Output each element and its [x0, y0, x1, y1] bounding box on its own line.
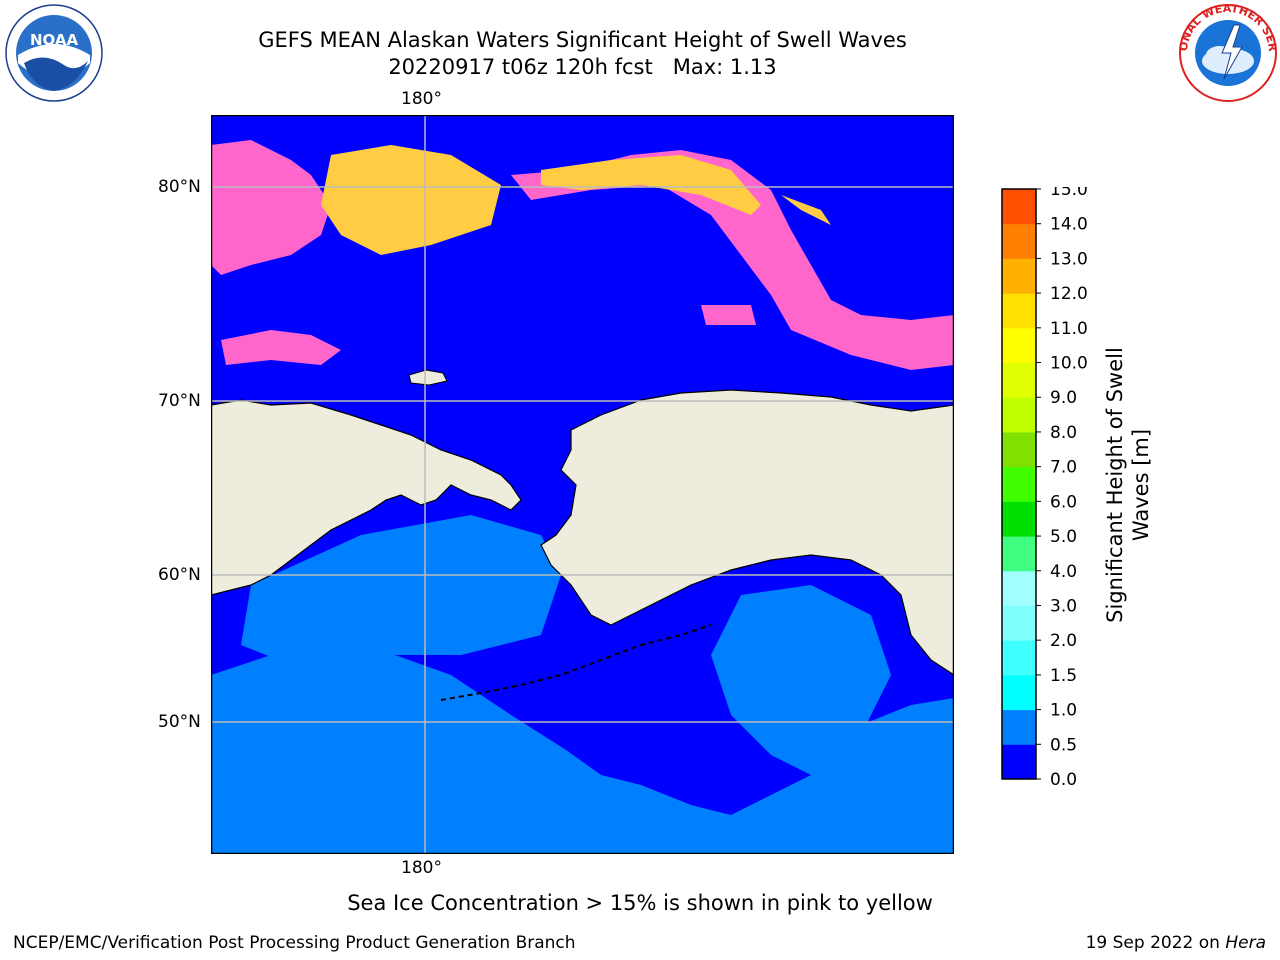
colorbar-title: Significant Height of Swell Waves [m]: [1103, 347, 1153, 623]
colorbar-segment: [1002, 431, 1036, 468]
colorbar-tick-label: 0.0: [1050, 770, 1077, 787]
lat-label-60: 60°N: [158, 565, 201, 585]
lat-label-50: 50°N: [158, 712, 201, 732]
land-alaska: [540, 389, 954, 676]
chart-subtitle: 20220917 t06z 120h fcst Max: 1.13: [388, 55, 777, 79]
colorbar-segment: [1002, 605, 1036, 641]
colorbar-tick-label: 15.0: [1050, 187, 1088, 200]
lat-label-70: 70°N: [158, 391, 201, 411]
colorbar-segment: [1002, 327, 1036, 364]
sea-ice-note: Sea Ice Concentration > 15% is shown in …: [347, 891, 933, 915]
lat-label-80: 80°N: [158, 177, 201, 197]
graticule: [211, 115, 954, 854]
colorbar-segment: [1002, 362, 1036, 398]
colorbar-segment: [1002, 466, 1036, 502]
colorbar-segment: [1002, 640, 1036, 676]
colorbar-tick-label: 10.0: [1050, 354, 1088, 374]
colorbar-frame: [1001, 188, 1037, 780]
colorbar-segment: [1002, 223, 1036, 259]
colorbar-tick-label: 1.5: [1050, 666, 1077, 686]
colorbar-segment: [1002, 674, 1036, 711]
colorbar-tick-label: 5.0: [1050, 527, 1077, 547]
colorbar-segment: [1002, 570, 1036, 606]
aleutian-islands: [440, 624, 712, 701]
colorbar-tick-label: 11.0: [1050, 319, 1088, 339]
colorbar-tick-label: 13.0: [1050, 249, 1088, 269]
colorbar-segment: [1002, 709, 1036, 745]
sea-ice-west: [211, 140, 331, 275]
colorbar-segment: [1002, 397, 1036, 433]
colorbar-segment: [1002, 258, 1036, 294]
colorbar-segment: [1002, 501, 1036, 537]
colorbar-segment: [1002, 744, 1036, 780]
footer-machine: Hera: [1225, 933, 1266, 953]
colorbar-tick-label: 2.0: [1050, 631, 1077, 651]
svg-text:NOAA: NOAA: [30, 31, 79, 49]
chart-title: GEFS MEAN Alaskan Waters Significant Hei…: [258, 28, 907, 52]
colorbar-tick-label: 12.0: [1050, 284, 1088, 304]
swell-height-map: [211, 115, 954, 854]
noaa-logo-icon: NOAA: [5, 4, 103, 102]
colorbar-tick-label: 6.0: [1050, 492, 1077, 512]
land-wrangel-island: [408, 369, 448, 386]
colorbar-tick-label: 4.0: [1050, 562, 1077, 582]
colorbar-title-wrap: Significant Height of Swell Waves [m]: [1096, 330, 1160, 640]
colorbar-tick-label: 1.0: [1050, 701, 1077, 721]
colorbar-tick-label: 8.0: [1050, 423, 1077, 443]
land-siberia: [211, 399, 522, 596]
colorbar-tick-label: 3.0: [1050, 596, 1077, 616]
colorbar-tick-label: 0.5: [1050, 735, 1077, 755]
colorbar-tick-label: 7.0: [1050, 458, 1077, 478]
colorbar: 0.0 0.5 1.0 1.5 2.0 3.0 4.0 5.0 6.0 7.0 8.0 9.0 10.0…: [1001, 187, 1088, 787]
footer-date: 19 Sep 2022 on: [1085, 933, 1226, 953]
footer-right: 19 Sep 2022 on Hera: [1086, 932, 1266, 954]
colorbar-tick-label: 14.0: [1050, 215, 1088, 235]
colorbar-segment: [1002, 536, 1036, 572]
sea-ice-east: [511, 150, 954, 370]
colorbar-segment: [1002, 293, 1036, 329]
nws-logo-icon: NATIONAL WEATHER SERVICE: [1178, 3, 1278, 102]
footer-left: NCEP/EMC/Verification Post Processing Pr…: [13, 933, 576, 953]
colorbar-tick-label: 9.0: [1050, 388, 1077, 408]
lon-label-bottom: 180°: [401, 858, 442, 878]
lon-label-top: 180°: [401, 89, 442, 109]
colorbar-segment: [1002, 189, 1036, 225]
sea-ice-central: [321, 145, 501, 255]
